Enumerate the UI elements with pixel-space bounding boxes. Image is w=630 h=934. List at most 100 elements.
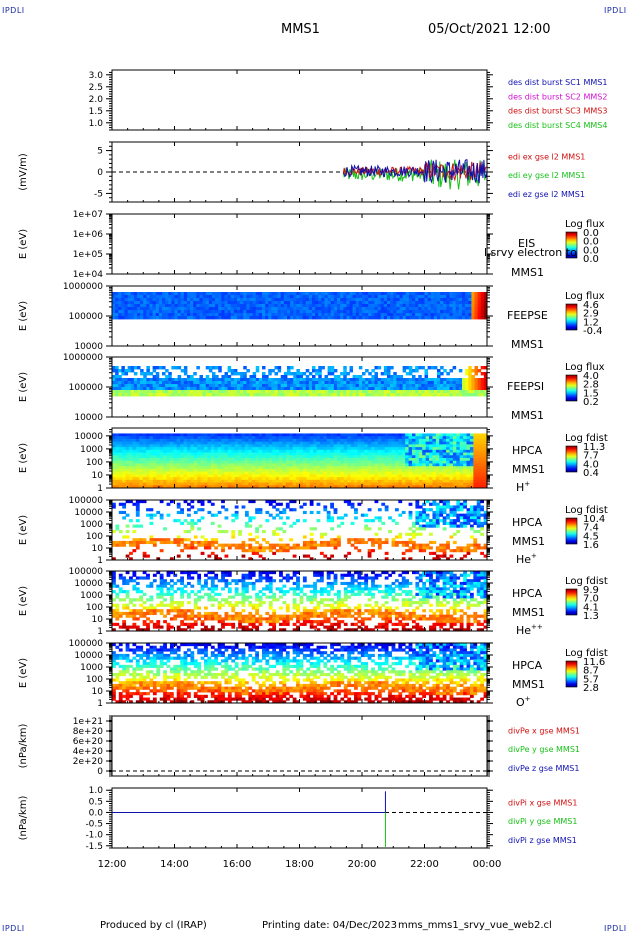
spectrogram-cell: [412, 455, 416, 459]
spectrogram-cell: [364, 433, 369, 437]
spectrogram-cell: [312, 304, 316, 308]
spectrogram-cell: [377, 485, 382, 489]
spectrogram-cell: [183, 387, 188, 391]
spectrogram-cell: [173, 447, 178, 451]
spectrogram-cell: [350, 466, 355, 470]
spectrogram-cell: [159, 479, 164, 483]
spectrogram-cell: [255, 298, 260, 302]
spectrogram-cell: [429, 449, 433, 453]
spectrogram-cell: [449, 468, 454, 473]
spectrogram-cell: [446, 387, 450, 391]
spectrogram-cell: [255, 455, 259, 459]
spectrogram-cell: [139, 540, 144, 545]
spectrogram-cell: [162, 378, 166, 382]
spectrogram-cell: [458, 381, 463, 385]
spectrogram-cell: [173, 455, 178, 459]
spectrogram-cell: [187, 387, 191, 391]
spectrogram-cell: [474, 390, 479, 394]
spectrogram-cell: [221, 307, 225, 311]
spectrogram-cell: [156, 557, 161, 561]
spectrogram-cell: [187, 477, 191, 481]
spectrogram-cell: [418, 463, 423, 467]
spectrogram-cell: [477, 292, 482, 296]
spectrogram-cell: [333, 441, 338, 445]
spectrogram-cell: [152, 466, 157, 470]
spectrogram-cell: [459, 441, 464, 445]
spectrogram-cell: [439, 460, 444, 464]
spectrogram-cell: [224, 474, 229, 478]
spectrogram-cell: [343, 390, 347, 394]
spectrogram-cell: [418, 455, 423, 459]
spectrogram-cell: [315, 298, 319, 302]
spectrogram-cell: [323, 466, 328, 470]
spectrogram-cell: [425, 477, 430, 481]
spectrogram-cell: [313, 438, 317, 443]
spectrogram-cell: [469, 438, 474, 443]
spectrogram-cell: [323, 447, 328, 451]
spectrogram-cell: [129, 455, 133, 459]
spectrogram-cell: [125, 441, 130, 445]
spectrogram-cell: [135, 543, 140, 547]
spectrogram-cell: [452, 301, 457, 305]
spectrogram-cell: [387, 372, 391, 376]
spectrogram-cell: [480, 463, 484, 467]
spectrogram-cell: [362, 304, 366, 308]
spectrogram-cell: [171, 316, 175, 320]
spectrogram-cell: [402, 301, 407, 305]
spectrogram-cell: [319, 463, 324, 467]
spectrogram-cell: [355, 301, 360, 305]
spectrogram-cell: [299, 295, 304, 299]
spectrogram-cell: [207, 441, 212, 445]
spectrogram-cell: [383, 304, 388, 308]
spectrogram-cell: [115, 313, 119, 317]
spectrogram-cell: [165, 390, 169, 394]
spectrogram-cell: [412, 310, 416, 314]
spectrogram-cell: [282, 433, 287, 437]
spectrogram-cell: [333, 477, 338, 481]
spectrogram-cell: [132, 530, 137, 534]
spectrogram-cell: [290, 378, 294, 382]
spectrogram-cell: [388, 458, 392, 462]
spectrogram-cell: [412, 307, 416, 311]
spectrogram-cell: [183, 447, 188, 451]
spectrogram-cell: [112, 468, 116, 473]
spectrogram-cell: [214, 452, 219, 456]
spectrogram-cell: [262, 452, 266, 456]
spectrogram-cell: [440, 372, 444, 376]
spectrogram-cell: [289, 471, 294, 475]
spectrogram-cell: [408, 444, 413, 448]
spectrogram-cell: [462, 295, 466, 299]
spectrogram-cell: [371, 375, 375, 379]
spectrogram-cell: [166, 455, 171, 459]
spectrogram-cell: [340, 455, 345, 459]
spectrogram-cell: [415, 460, 420, 464]
spectrogram-cell: [340, 447, 345, 451]
spectrogram-cell: [122, 466, 127, 470]
spectrogram-cell: [271, 307, 275, 311]
spectrogram-cell: [293, 295, 297, 299]
spectrogram-cell: [265, 479, 270, 483]
spectrogram-cell: [439, 479, 444, 483]
spectrogram-cell: [473, 482, 478, 486]
spectrogram-cell: [146, 369, 150, 373]
spectrogram-cell: [393, 393, 397, 397]
spectrogram-cell: [430, 316, 435, 320]
spectrogram-cell: [140, 393, 144, 397]
spectrogram-cell: [318, 381, 322, 385]
spectrogram-cell: [265, 433, 270, 437]
spectrogram-cell: [139, 477, 144, 481]
spectrogram-cell: [388, 485, 392, 489]
spectrogram-cell: [205, 393, 210, 397]
spectrogram-cell: [129, 447, 133, 451]
spectrogram-cell: [193, 485, 198, 489]
spectrogram-cell: [262, 298, 266, 302]
spectrogram-cell: [234, 444, 239, 448]
spectrogram-cell: [354, 460, 358, 464]
spectrogram-cell: [418, 458, 423, 462]
spectrogram-cell: [176, 535, 181, 539]
spectrogram-cell: [140, 372, 144, 376]
spectrogram-cell: [159, 449, 164, 453]
spectrogram-cell: [240, 375, 244, 379]
spectrogram-cell: [468, 381, 472, 385]
spectrogram-cell: [241, 444, 246, 448]
